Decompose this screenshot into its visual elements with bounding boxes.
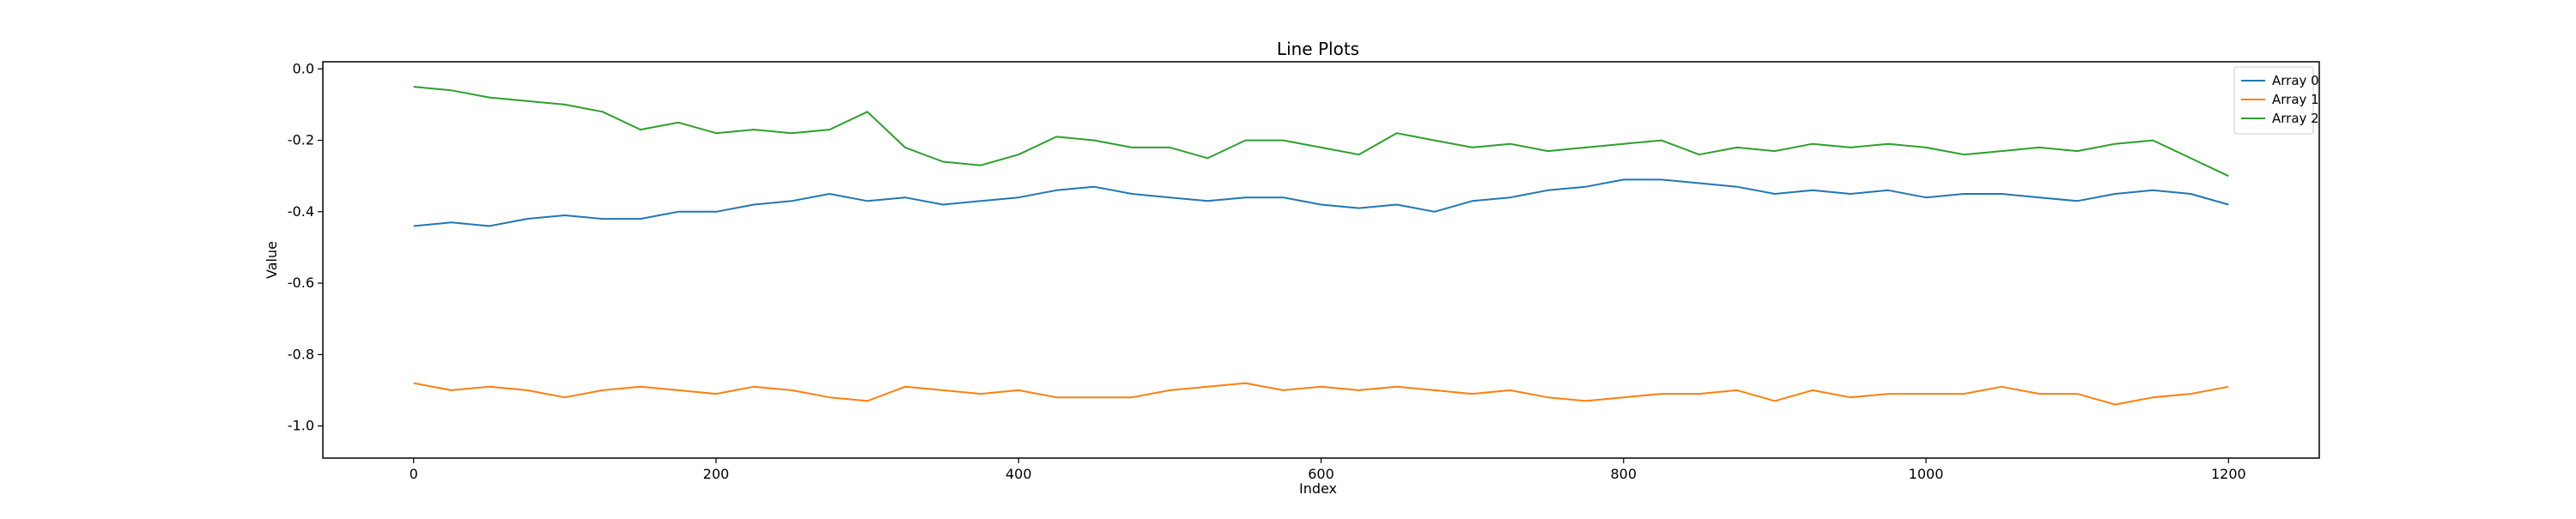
y-axis: 0.0 -0.2 -0.4 -0.6 -0.8 -1.0 xyxy=(288,60,323,434)
y-tick-label: -0.6 xyxy=(288,275,314,291)
chart-title: Line Plots xyxy=(1277,39,1359,59)
y-tick-label: -1.0 xyxy=(288,418,314,434)
legend-label-1: Array 0 xyxy=(2272,73,2319,88)
series-line-1 xyxy=(413,178,2229,227)
y-tick-label: -0.8 xyxy=(288,346,314,362)
y-tick-label: -0.2 xyxy=(288,132,314,148)
legend-label-3: Array 2 xyxy=(2272,111,2319,126)
series-line-2 xyxy=(413,382,2229,406)
series-layer xyxy=(413,86,2229,406)
legend-label-2: Array 1 xyxy=(2272,92,2319,107)
y-axis-label: Value xyxy=(264,241,280,279)
y-tick-label: 0.0 xyxy=(293,60,314,76)
series-line-3 xyxy=(413,86,2229,178)
y-tick-label: -0.4 xyxy=(288,203,314,220)
x-tick-label: 200 xyxy=(703,466,730,482)
x-tick-label: 400 xyxy=(1005,466,1032,482)
x-tick-label: 1200 xyxy=(2211,466,2246,482)
legend-box xyxy=(2233,66,2314,135)
legend: Array 0 Array 1 Array 2 xyxy=(2233,66,2319,135)
x-axis-label: Index xyxy=(1299,480,1337,497)
x-tick-label: 0 xyxy=(410,466,418,482)
x-tick-label: 1000 xyxy=(1909,466,1944,482)
x-axis: 0 200 400 600 800 1000 1200 xyxy=(410,458,2246,482)
x-tick-label: 600 xyxy=(1308,466,1334,482)
x-tick-label: 800 xyxy=(1610,466,1637,482)
